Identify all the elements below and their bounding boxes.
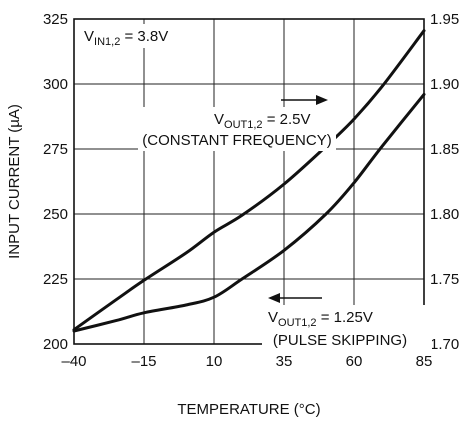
vin-annotation: VIN1,2 = 3.8V bbox=[84, 28, 168, 48]
top-annotation-sub: OUT1,2 bbox=[224, 119, 263, 131]
y-axis-label: INPUT CURRENT (µA) bbox=[6, 104, 23, 259]
vin-label-background bbox=[80, 24, 188, 48]
vin-annotation-sub: IN1,2 bbox=[94, 36, 120, 48]
vin-annotation-rest: = 3.8V bbox=[120, 28, 168, 45]
bottom-annotation: VOUT1,2 = 1.25V bbox=[268, 309, 373, 329]
y2-tick-label: 1.70 bbox=[430, 336, 459, 353]
y2-tick-label: 1.80 bbox=[430, 206, 459, 223]
y-tick-labels: 200 225 250 275 300 325 bbox=[43, 11, 68, 353]
top-annotation: VOUT1,2 = 2.5V bbox=[214, 111, 310, 131]
series-lines bbox=[72, 29, 426, 333]
top-annotation-rest: = 2.5V bbox=[263, 111, 311, 128]
x-tick-label: –40 bbox=[61, 353, 86, 370]
y-tick-label: 250 bbox=[43, 206, 68, 223]
y2-tick-label: 1.90 bbox=[430, 76, 459, 93]
x-tick-label: 35 bbox=[276, 353, 293, 370]
right-arrow-icon bbox=[281, 95, 328, 105]
y-tick-label: 275 bbox=[43, 141, 68, 158]
y-tick-label: 300 bbox=[43, 76, 68, 93]
y-tick-label: 325 bbox=[43, 11, 68, 28]
x-tick-labels: –40 –15 10 35 60 85 bbox=[61, 353, 432, 370]
x-tick-label: 60 bbox=[346, 353, 363, 370]
bottom-annotation-rest: = 1.25V bbox=[317, 309, 373, 326]
series-line-1p25v bbox=[72, 92, 426, 333]
x-tick-label: 10 bbox=[206, 353, 223, 370]
x-axis-label: TEMPERATURE (°C) bbox=[177, 401, 320, 418]
top-annotation-line2: (CONSTANT FREQUENCY) bbox=[142, 132, 331, 149]
y2-tick-label: 1.85 bbox=[430, 141, 459, 158]
grid bbox=[74, 19, 424, 344]
top-annotation-main: V bbox=[214, 111, 224, 128]
plot-frame bbox=[73, 18, 425, 345]
y2-tick-labels: 1.70 1.75 1.80 1.85 1.90 1.95 bbox=[430, 11, 459, 353]
x-tick-label: –15 bbox=[131, 353, 156, 370]
bottom-annotation-line2: (PULSE SKIPPING) bbox=[273, 332, 407, 349]
y2-tick-label: 1.75 bbox=[430, 271, 459, 288]
bottom-annotation-background bbox=[262, 305, 432, 349]
x-tick-label: 85 bbox=[416, 353, 433, 370]
bottom-annotation-main: V bbox=[268, 309, 278, 326]
y-tick-label: 200 bbox=[43, 336, 68, 353]
bottom-annotation-sub: OUT1,2 bbox=[278, 317, 317, 329]
left-arrow-icon bbox=[268, 293, 322, 303]
y2-tick-label: 1.95 bbox=[430, 11, 459, 28]
top-annotation-background bbox=[138, 107, 336, 151]
y-tick-label: 225 bbox=[43, 271, 68, 288]
vin-annotation-main: V bbox=[84, 28, 94, 45]
series-line-2p5v bbox=[72, 29, 426, 332]
